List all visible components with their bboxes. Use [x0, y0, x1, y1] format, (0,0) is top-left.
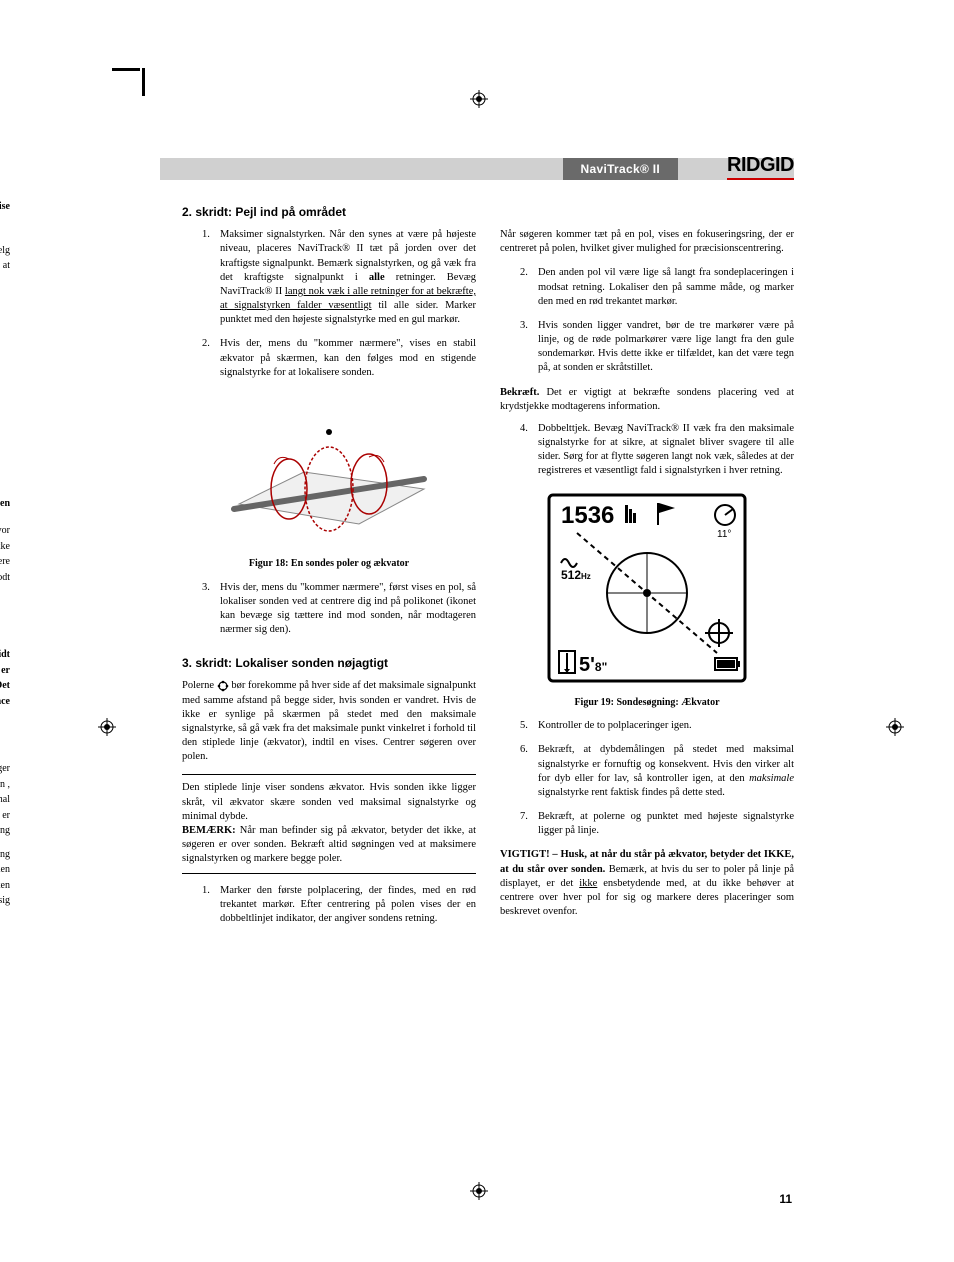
brand-logo: RIDGID	[727, 154, 794, 180]
product-name: NaviTrack® II	[563, 158, 678, 180]
figure-18-caption: Figur 18: En sondes poler og ækvator	[182, 557, 476, 571]
cutoff-text: e lokalise- ngen. Vælg sørg for, at en r…	[0, 200, 10, 910]
registration-mark-icon	[886, 718, 904, 736]
display-screenshot-icon: 1536 11° 512Hz	[547, 493, 747, 683]
paragraph: Bekræft. Det er vigtigt at bekræfte sond…	[500, 386, 794, 414]
figure-19: 1536 11° 512Hz	[500, 493, 794, 688]
note-text: Den stiplede linje viser sondens ækvator…	[182, 781, 476, 824]
crop-mark-h	[112, 68, 140, 71]
left-column: 2. skridt: Pejl ind på området 1. Maksim…	[182, 200, 476, 936]
page-number: 11	[779, 1192, 792, 1206]
list-item: 7.Bekræft, at polerne og punktet med høj…	[500, 810, 794, 838]
paragraph: Polerne bør forekomme på hver side af de…	[182, 679, 476, 764]
step3-heading: 3. skridt: Lokaliser sonden nøjagtigt	[182, 655, 476, 671]
note-block: Den stiplede linje viser sondens ækvator…	[182, 774, 476, 873]
registration-mark-icon	[470, 1182, 488, 1200]
pole-icon	[217, 680, 229, 692]
right-column: Når søgeren kommer tæt på en pol, vises …	[500, 200, 794, 936]
list-item: 6.Bekræft, at dybdemålingen på stedet me…	[500, 743, 794, 800]
registration-mark-icon	[98, 718, 116, 736]
body-content: 2. skridt: Pejl ind på området 1. Maksim…	[182, 200, 794, 936]
sonde-poles-diagram-icon	[229, 394, 429, 544]
paragraph: Når søgeren kommer tæt på en pol, vises …	[500, 228, 794, 256]
list-item: 4.Dobbelttjek. Bevæg NaviTrack® II væk f…	[500, 422, 794, 479]
crop-mark-v	[142, 68, 145, 96]
list-item: 1. Marker den første polplacering, der f…	[182, 884, 476, 927]
svg-text:11°: 11°	[717, 529, 731, 540]
list-item: 2. Hvis der, mens du "kommer nærmere", v…	[182, 337, 476, 380]
list-item: 3. Hvis der, mens du "kommer nærmere", f…	[182, 581, 476, 638]
registration-mark-icon	[470, 90, 488, 108]
list-item: 5.Kontroller de to polplaceringer igen.	[500, 719, 794, 733]
header-strip	[160, 158, 794, 180]
page-header: NaviTrack® II RIDGID	[160, 158, 794, 182]
list-item: 3.Hvis sonden ligger vandret, bør de tre…	[500, 319, 794, 376]
signal-value: 1536	[561, 502, 614, 529]
figure-18	[182, 394, 476, 549]
important-note: VIGTIGT! – Husk, at når du står på ækvat…	[500, 848, 794, 919]
list-item: 2.Den anden pol vil være lige så langt f…	[500, 266, 794, 309]
step2-heading: 2. skridt: Pejl ind på området	[182, 204, 476, 220]
figure-19-caption: Figur 19: Sondesøgning: Ækvator	[500, 696, 794, 710]
list-item: 1. Maksimer signalstyrken. Når den synes…	[182, 228, 476, 327]
note-text: BEMÆRK: Når man befinder sig på ækvator,…	[182, 824, 476, 867]
